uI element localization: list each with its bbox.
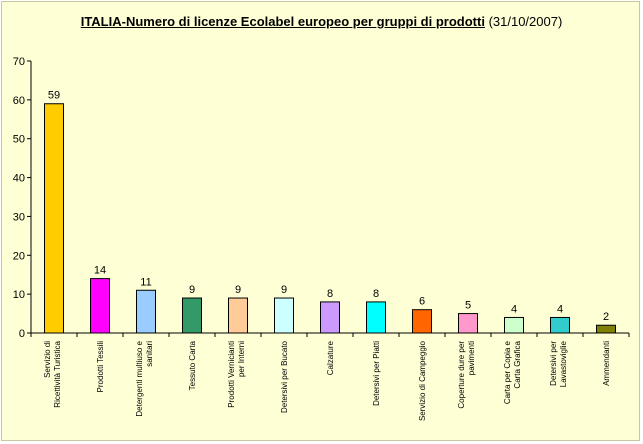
bar (90, 278, 110, 334)
x-tick-label: Servizio di Campeggio (418, 340, 427, 421)
x-tick-label: Carta per Copia eCarta Grafica (503, 340, 522, 404)
y-tick-label: 20 (13, 250, 25, 262)
title-main: ITALIA-Numero di licenze Ecolabel europe… (80, 14, 485, 29)
x-tick-label: Prodotti Tessili (96, 341, 105, 393)
data-label: 11 (140, 276, 151, 288)
data-label: 9 (235, 284, 241, 296)
y-tick-label: 60 (13, 95, 25, 107)
y-tick-label: 10 (13, 289, 25, 301)
x-tick-label: Ammendanti (602, 341, 611, 386)
bar (458, 313, 478, 334)
data-label: 2 (603, 311, 609, 323)
bar (136, 289, 156, 334)
bar (596, 324, 616, 334)
y-tick-label: 50 (13, 134, 25, 146)
bar (412, 309, 432, 334)
y-tick-label: 70 (13, 56, 25, 68)
title-date: (31/10/2007) (488, 14, 563, 29)
bar (320, 301, 340, 334)
x-tick-label: Coperture dure perpavimenti (457, 341, 476, 409)
bar (504, 316, 524, 334)
data-label: 6 (419, 296, 425, 308)
y-tick-label: 30 (13, 211, 25, 223)
bar (274, 297, 294, 334)
x-tick-label: Detersivi per Piatti (372, 341, 381, 406)
y-tick-label: 0 (19, 328, 25, 340)
data-label: 8 (373, 288, 379, 300)
bar (550, 316, 570, 334)
y-tick-label: 40 (13, 173, 25, 185)
data-label: 5 (465, 300, 471, 312)
data-label: 4 (511, 303, 517, 315)
x-tick-label: Detersivi perLavastoviglie (549, 340, 568, 387)
data-label: 4 (557, 303, 563, 315)
data-label: 9 (189, 284, 195, 296)
x-tick-label: Tessuto Carta (188, 340, 197, 390)
x-tick-label: Detersivi per Bucato (280, 340, 289, 413)
chart-title: ITALIA-Numero di licenze Ecolabel europe… (0, 14, 643, 29)
data-label: 8 (327, 288, 333, 300)
bar (182, 297, 202, 334)
x-tick-label: Prodotti Verniciantiper Interni (227, 341, 246, 408)
x-tick-label: Calzature (326, 340, 335, 375)
bar (228, 297, 248, 334)
bar (366, 301, 386, 334)
bar (44, 103, 64, 334)
data-label: 14 (94, 265, 106, 277)
data-label: 59 (48, 90, 60, 102)
x-tick-label: Servizio diRicettività Turistica (43, 340, 62, 407)
x-tick-label: Detergenti multiuso esanitari (135, 340, 154, 416)
data-label: 9 (281, 284, 287, 296)
